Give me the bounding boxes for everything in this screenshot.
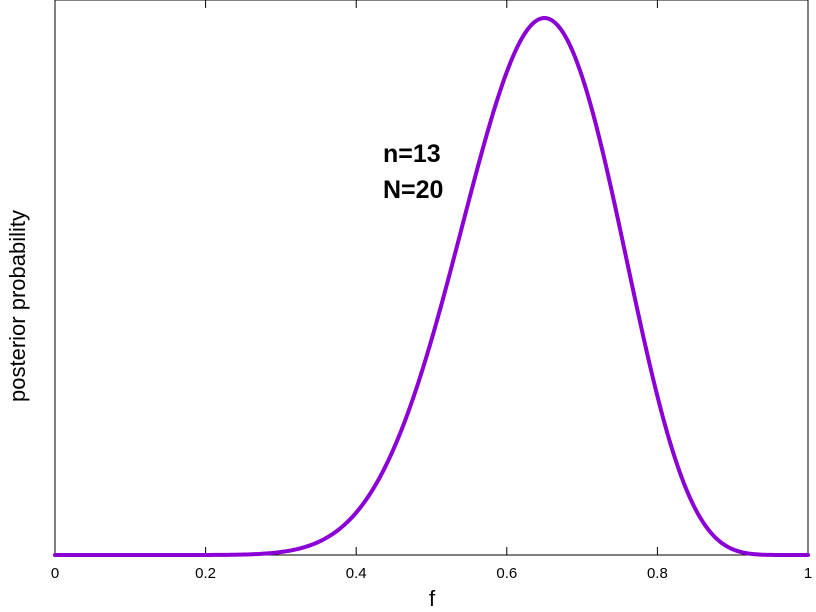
x-tick-label-5: 1 bbox=[804, 565, 812, 582]
annotation-N: N=20 bbox=[383, 176, 443, 204]
x-axis-label: f bbox=[429, 586, 436, 611]
plot-frame bbox=[54, 0, 809, 556]
x-axis-ticks bbox=[54, 0, 809, 555]
posterior-curve bbox=[53, 16, 810, 557]
annotation-n: n=13 bbox=[383, 140, 441, 168]
x-tick-label-0: 0 bbox=[51, 565, 59, 582]
x-tick-label-2: 0.4 bbox=[346, 565, 367, 582]
x-tick-label-3: 0.6 bbox=[496, 565, 517, 582]
x-axis-tick-labels: 0 0.2 0.4 0.6 0.8 1 bbox=[51, 565, 812, 582]
x-tick-label-4: 0.8 bbox=[647, 565, 668, 582]
y-axis-label: posterior probability bbox=[5, 210, 30, 402]
x-tick-label-1: 0.2 bbox=[195, 565, 216, 582]
